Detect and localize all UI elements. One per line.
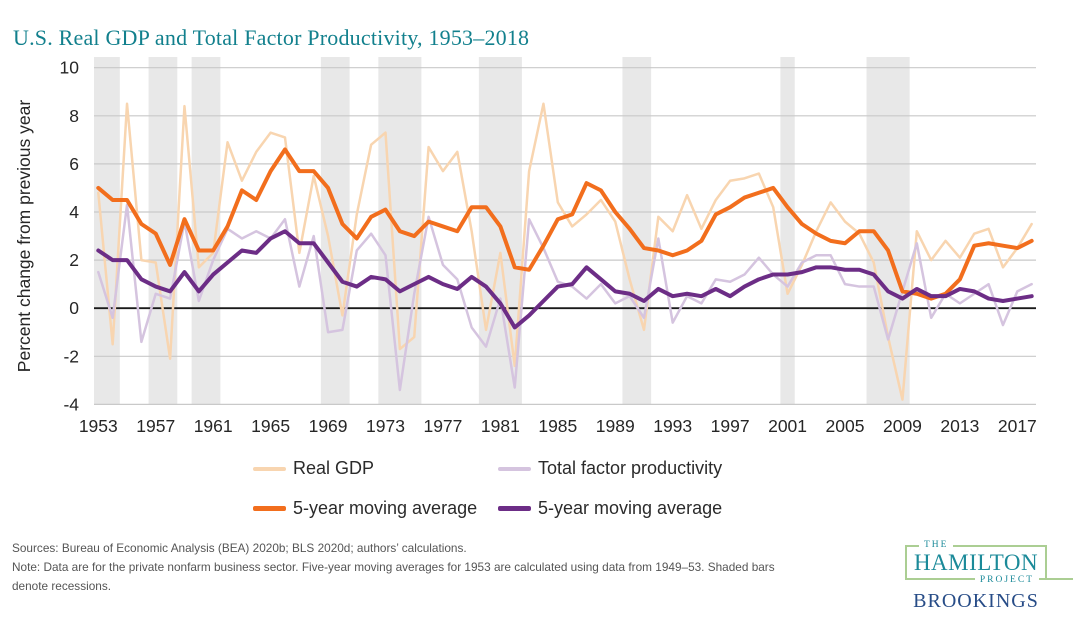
- page-title: U.S. Real GDP and Total Factor Productiv…: [13, 24, 530, 50]
- x-tick-label: 1985: [538, 416, 577, 436]
- y-axis-title: Percent change from previous year: [14, 100, 34, 373]
- x-tick-label: 1969: [309, 416, 348, 436]
- x-tick-label: 1977: [423, 416, 462, 436]
- recession-band: [622, 57, 652, 405]
- legend-label-total-factor-productivity: Total factor productivity: [538, 458, 723, 478]
- recession-band: [780, 57, 795, 405]
- chart-legend: Real GDP Total factor productivity 5-yea…: [253, 458, 722, 519]
- x-tick-label: 1957: [136, 416, 175, 436]
- y-tick-label: -4: [63, 394, 79, 414]
- x-tick-label: 2013: [940, 416, 979, 436]
- legend-swatch-total-factor-productivity: [498, 466, 531, 471]
- x-tick-label: 2009: [883, 416, 922, 436]
- legend-label-real-gdp: Real GDP: [293, 458, 375, 478]
- legend-swatch-tfp-moving-average: [498, 506, 531, 511]
- x-tick-label: 2001: [768, 416, 807, 436]
- logo-decorative-line: [1045, 578, 1073, 580]
- logo-project-text: PROJECT: [974, 575, 1039, 585]
- legend-item-gdp-moving-average: 5-year moving average: [253, 498, 498, 519]
- x-tick-label: 2017: [998, 416, 1037, 436]
- y-tick-label: 8: [69, 106, 79, 126]
- legend-label-tfp-moving-average: 5-year moving average: [538, 498, 723, 518]
- footer-notes: Sources: Bureau of Economic Analysis (BE…: [12, 539, 792, 596]
- logo-hamilton-text: HAMILTON: [913, 549, 1039, 575]
- brookings-wordmark: BROOKINGS: [913, 590, 1039, 612]
- x-tick-label: 1965: [251, 416, 290, 436]
- footer-sources: Sources: Bureau of Economic Analysis (BE…: [12, 541, 467, 555]
- legend-item-tfp-moving-average: 5-year moving average: [498, 498, 722, 519]
- footer-note: Note: Data are for the private nonfarm b…: [12, 560, 775, 593]
- x-tick-label: 1961: [194, 416, 233, 436]
- logo-the-text: THE: [919, 540, 954, 550]
- legend-swatch-real-gdp: [253, 466, 286, 471]
- legend-label-gdp-moving-average: 5-year moving average: [293, 498, 478, 518]
- y-tick-label: 0: [69, 298, 79, 318]
- y-tick-label: 10: [60, 58, 80, 78]
- x-tick-label: 1993: [653, 416, 692, 436]
- y-tick-label: 2: [69, 250, 79, 270]
- legend-item-real-gdp: Real GDP: [253, 458, 498, 479]
- hamilton-logo-box: THE HAMILTON PROJECT: [905, 540, 1073, 585]
- legend-item-total-factor-productivity: Total factor productivity: [498, 458, 722, 479]
- y-tick-label: -2: [63, 346, 79, 366]
- recession-band: [320, 57, 350, 405]
- y-tick-label: 4: [69, 202, 79, 222]
- x-tick-label: 1981: [481, 416, 520, 436]
- x-tick-label: 1997: [711, 416, 750, 436]
- x-tick-label: 1989: [596, 416, 635, 436]
- legend-swatch-gdp-moving-average: [253, 506, 286, 511]
- series-line-2: [96, 147, 1034, 301]
- x-tick-label: 1973: [366, 416, 405, 436]
- y-tick-label: 6: [69, 154, 79, 174]
- x-tick-label: 2005: [826, 416, 865, 436]
- x-tick-label: 1953: [79, 416, 118, 436]
- series-line-3: [96, 229, 1034, 330]
- hamilton-project-logo: THE HAMILTON PROJECT BROOKINGS: [905, 540, 1073, 613]
- recession-band: [94, 57, 120, 405]
